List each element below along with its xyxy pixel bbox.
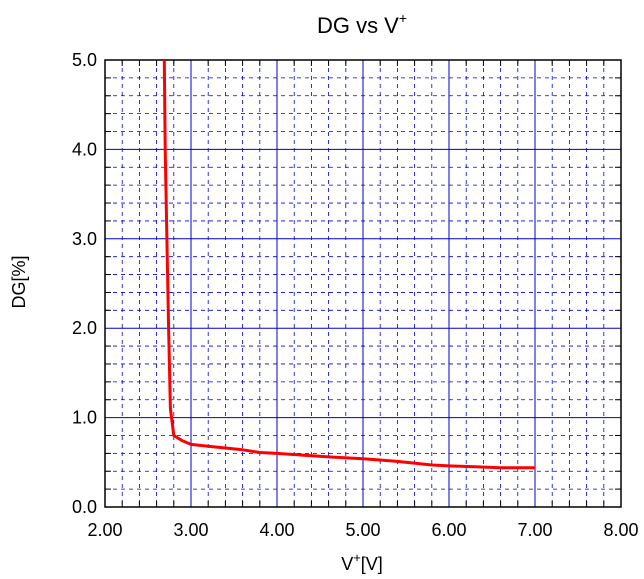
y-tick-label: 3.0: [72, 229, 97, 249]
x-axis-label-text: V: [341, 554, 353, 574]
chart-title-superscript: +: [399, 10, 407, 26]
plot-frame: [104, 59, 622, 508]
y-tick-label: 2.0: [72, 318, 97, 338]
series-layer: [162, 59, 535, 470]
x-tick-label: 2.00: [87, 520, 122, 540]
x-tick-label: 7.00: [517, 520, 552, 540]
y-tick-label: 4.0: [72, 139, 97, 159]
x-tick-label: 8.00: [603, 520, 638, 540]
y-tick-label: 1.0: [72, 408, 97, 428]
major-grid: [105, 60, 621, 507]
x-tick-label: 4.00: [259, 520, 294, 540]
x-tick-label: 6.00: [431, 520, 466, 540]
series-line: [162, 59, 535, 470]
frame-ticks: [105, 60, 621, 507]
x-tick-label: 5.00: [345, 520, 380, 540]
chart-title-text: DG vs V: [317, 13, 399, 38]
y-tick-label: 5.0: [72, 50, 97, 70]
x-axis-label-superscript: +: [353, 550, 361, 565]
x-tick-labels: 2.00 3.00 4.00 5.00 6.00 7.00 8.00: [87, 520, 638, 540]
y-tick-label: 0.0: [72, 497, 97, 517]
x-tick-label: 3.00: [173, 520, 208, 540]
y-axis-label: DG[%]: [9, 255, 29, 308]
x-axis-label-unit: [V]: [361, 554, 383, 574]
chart-title: DG vs V+: [317, 10, 407, 38]
y-tick-labels: 0.0 1.0 2.0 3.0 4.0 5.0: [72, 50, 97, 517]
x-axis-label: V+[V]: [341, 550, 383, 574]
